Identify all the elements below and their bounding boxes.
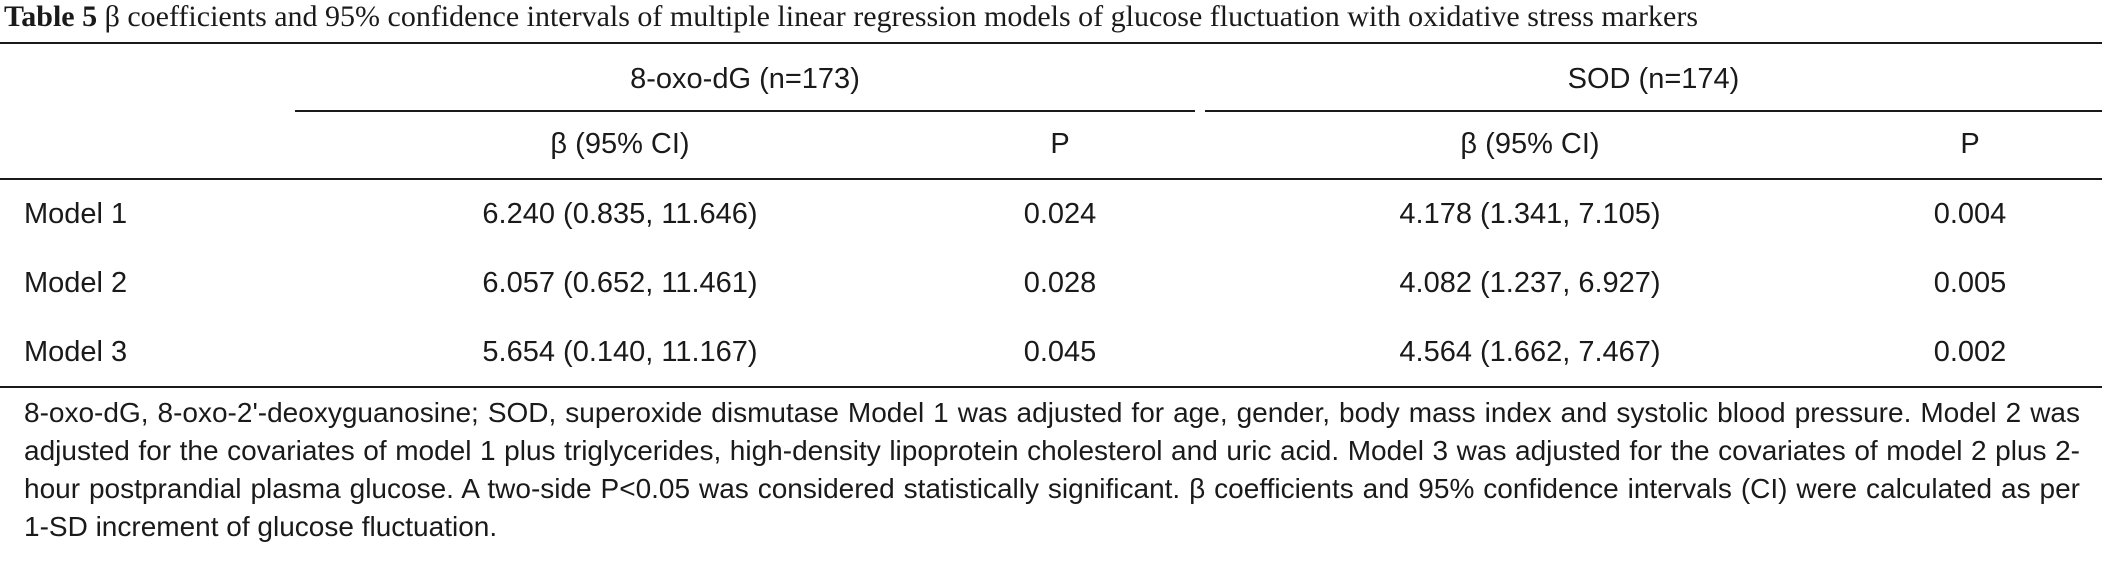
table-bottom-rule: [0, 386, 2102, 388]
subheader-p-8-oxo-dg: P: [1050, 128, 1070, 160]
cell-model-3-8-oxo-dg-beta: 5.654 (0.140, 11.167): [482, 336, 758, 368]
table-footnote: 8-oxo-dG, 8-oxo-2'-deoxyguanosine; SOD, …: [24, 397, 2080, 542]
cell-model-2-sod-p: 0.005: [1933, 267, 2007, 299]
table-caption: Table 5 β coefficients and 95% confidenc…: [4, 0, 1698, 36]
table-top-rule: [0, 42, 2102, 44]
cell-model-1-sod-p: 0.004: [1933, 198, 2007, 230]
group-underline-8-oxo-dg: [295, 110, 1195, 112]
group-header-8-oxo-dg: 8-oxo-dG (n=173): [630, 63, 860, 95]
group-header-sod: SOD (n=174): [1567, 63, 1740, 95]
group-underline-sod: [1205, 110, 2102, 112]
cell-model-2-8-oxo-dg-p: 0.028: [1023, 267, 1097, 299]
cell-model-2-8-oxo-dg-beta: 6.057 (0.652, 11.461): [482, 267, 758, 299]
row-label-model-1: Model 1: [24, 198, 128, 230]
cell-model-2-sod-beta: 4.082 (1.237, 6.927): [1399, 267, 1661, 299]
cell-model-3-sod-beta: 4.564 (1.662, 7.467): [1399, 336, 1661, 368]
table-caption-text: β coefficients and 95% confidence interv…: [97, 0, 1699, 33]
cell-model-3-sod-p: 0.002: [1933, 336, 2007, 368]
subheader-beta-ci-sod: β (95% CI): [1460, 128, 1600, 160]
cell-model-1-8-oxo-dg-p: 0.024: [1023, 198, 1097, 230]
row-label-model-3: Model 3: [24, 336, 128, 368]
cell-model-1-8-oxo-dg-beta: 6.240 (0.835, 11.646): [482, 198, 758, 230]
subheader-beta-ci-8-oxo-dg: β (95% CI): [550, 128, 690, 160]
row-label-model-2: Model 2: [24, 267, 128, 299]
subheader-p-sod: P: [1960, 128, 1980, 160]
header-bottom-rule: [0, 178, 2102, 180]
table-caption-label: Table 5: [4, 0, 98, 33]
cell-model-1-sod-beta: 4.178 (1.341, 7.105): [1399, 198, 1661, 230]
cell-model-3-8-oxo-dg-p: 0.045: [1023, 336, 1097, 368]
